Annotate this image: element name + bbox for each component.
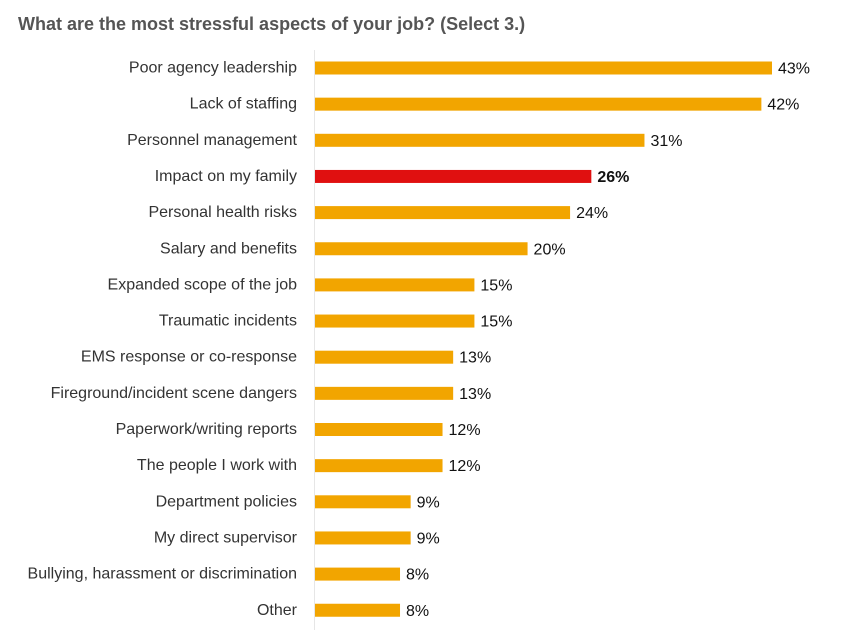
category-label-paperwork-writing-reports: Paperwork/writing reports (116, 421, 297, 438)
bar-department-policies (315, 495, 411, 509)
value-label-expanded-scope-of-the-job: 15% (480, 277, 512, 294)
value-label-salary-and-benefits: 20% (534, 241, 566, 258)
bar-the-people-i-work-with (315, 459, 443, 473)
bar-my-direct-supervisor (315, 531, 411, 545)
bar-expanded-scope-of-the-job (315, 278, 475, 292)
category-label-other: Other (257, 602, 298, 619)
bar-ems-response-or-co-response (315, 350, 454, 364)
bar-impact-on-my-family (315, 169, 592, 183)
bar-personal-health-risks (315, 206, 571, 220)
value-label-department-policies: 9% (417, 494, 440, 511)
category-label-my-direct-supervisor: My direct supervisor (154, 529, 298, 546)
value-label-paperwork-writing-reports: 12% (449, 422, 481, 439)
value-label-impact-on-my-family: 26% (597, 169, 629, 186)
bars-group (315, 61, 772, 617)
value-label-traumatic-incidents: 15% (480, 314, 512, 331)
bar-paperwork-writing-reports (315, 423, 443, 436)
category-label-expanded-scope-of-the-job: Expanded scope of the job (108, 276, 298, 293)
value-label-ems-response-or-co-response: 13% (459, 350, 491, 367)
bar-fireground-incident-scene-dangers (315, 386, 454, 400)
category-label-poor-agency-leadership: Poor agency leadership (129, 60, 297, 77)
category-labels: Poor agency leadership Lack of staffing Pe… (28, 60, 298, 619)
category-label-personal-health-risks: Personal health risks (148, 204, 297, 221)
value-label-my-direct-supervisor: 9% (417, 530, 440, 547)
value-label-the-people-i-work-with: 12% (449, 458, 481, 475)
bar-bullying-harassment-or-discrimination (315, 567, 401, 581)
category-label-department-policies: Department policies (156, 493, 297, 510)
chart-title: What are the most stressful aspects of y… (18, 14, 526, 34)
category-label-lack-of-staffing: Lack of staffing (190, 96, 297, 113)
bar-salary-and-benefits (315, 242, 528, 256)
category-label-bullying-harassment-or-discrimination: Bullying, harassment or discrimination (28, 566, 297, 583)
category-label-impact-on-my-family: Impact on my family (155, 168, 297, 185)
bar-personnel-management (315, 133, 645, 147)
value-label-personnel-management: 31% (650, 133, 682, 150)
category-label-personnel-management: Personnel management (127, 132, 297, 149)
category-label-salary-and-benefits: Salary and benefits (160, 240, 297, 257)
category-label-the-people-i-work-with: The people I work with (137, 457, 297, 474)
category-label-ems-response-or-co-response: EMS response or co-response (81, 349, 297, 366)
value-label-poor-agency-leadership: 43% (778, 61, 810, 78)
value-label-other: 8% (406, 603, 429, 620)
category-label-fireground-incident-scene-dangers: Fireground/incident scene dangers (51, 385, 297, 402)
category-label-traumatic-incidents: Traumatic incidents (159, 313, 297, 330)
value-label-personal-health-risks: 24% (576, 205, 608, 222)
value-label-fireground-incident-scene-dangers: 13% (459, 386, 491, 403)
bar-lack-of-staffing (315, 97, 762, 111)
bar-other (315, 603, 401, 617)
value-label-bullying-harassment-or-discrimination: 8% (406, 567, 429, 584)
value-label-lack-of-staffing: 42% (767, 97, 799, 114)
value-labels: 43% 42% 31% 26% 24% 20% 15% 15% 13% 13% 12% 12% 9% 9%… (406, 61, 810, 620)
bar-poor-agency-leadership (315, 61, 772, 75)
bar-traumatic-incidents (315, 314, 475, 328)
